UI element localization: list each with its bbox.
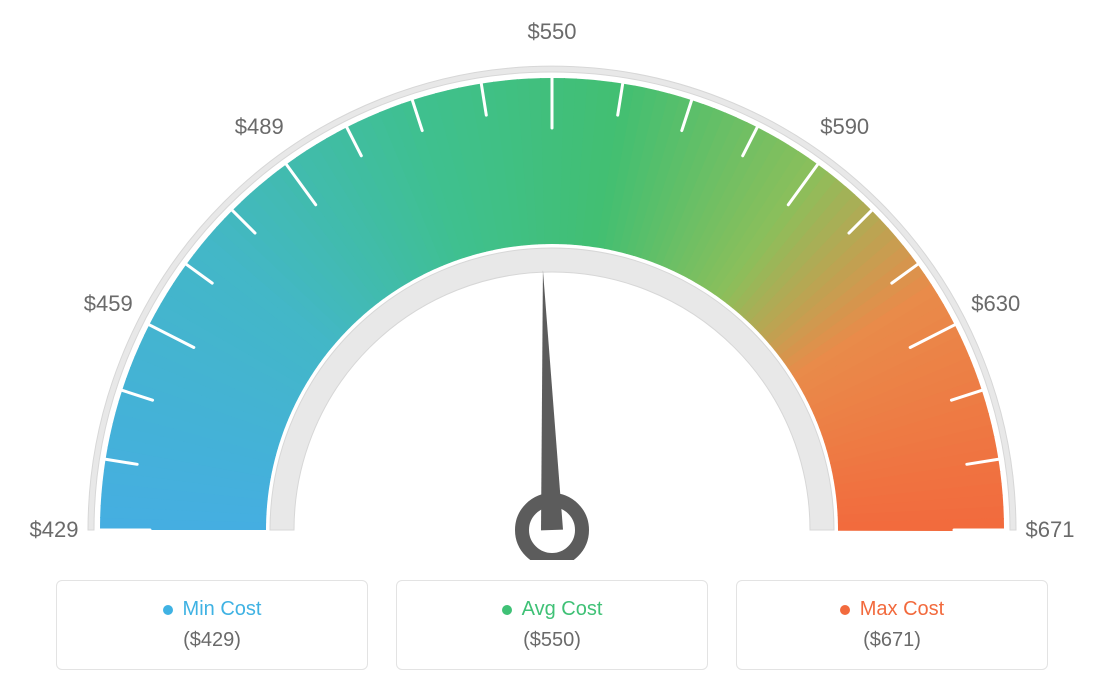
legend-row: Min Cost ($429) Avg Cost ($550) Max Cost… — [0, 580, 1104, 670]
legend-label-avg: Avg Cost — [522, 598, 603, 621]
scale-label: $630 — [971, 291, 1020, 317]
scale-label: $550 — [528, 19, 577, 45]
dot-max — [840, 605, 850, 615]
gauge-svg — [0, 0, 1104, 560]
dot-avg — [502, 605, 512, 615]
legend-value-max: ($671) — [863, 629, 921, 652]
scale-label: $459 — [84, 291, 133, 317]
legend-card-max: Max Cost ($671) — [736, 580, 1048, 670]
legend-label-max: Max Cost — [860, 598, 944, 621]
scale-label: $590 — [820, 114, 869, 140]
legend-card-avg: Avg Cost ($550) — [396, 580, 708, 670]
legend-value-min: ($429) — [183, 629, 241, 652]
scale-label: $489 — [235, 114, 284, 140]
scale-label: $429 — [30, 517, 79, 543]
dot-min — [163, 605, 173, 615]
legend-label-min: Min Cost — [183, 598, 262, 621]
legend-card-min: Min Cost ($429) — [56, 580, 368, 670]
cost-gauge: $429 $459 $489 $550 $590 $630 $671 — [0, 0, 1104, 560]
legend-value-avg: ($550) — [523, 629, 581, 652]
scale-label: $671 — [1026, 517, 1075, 543]
